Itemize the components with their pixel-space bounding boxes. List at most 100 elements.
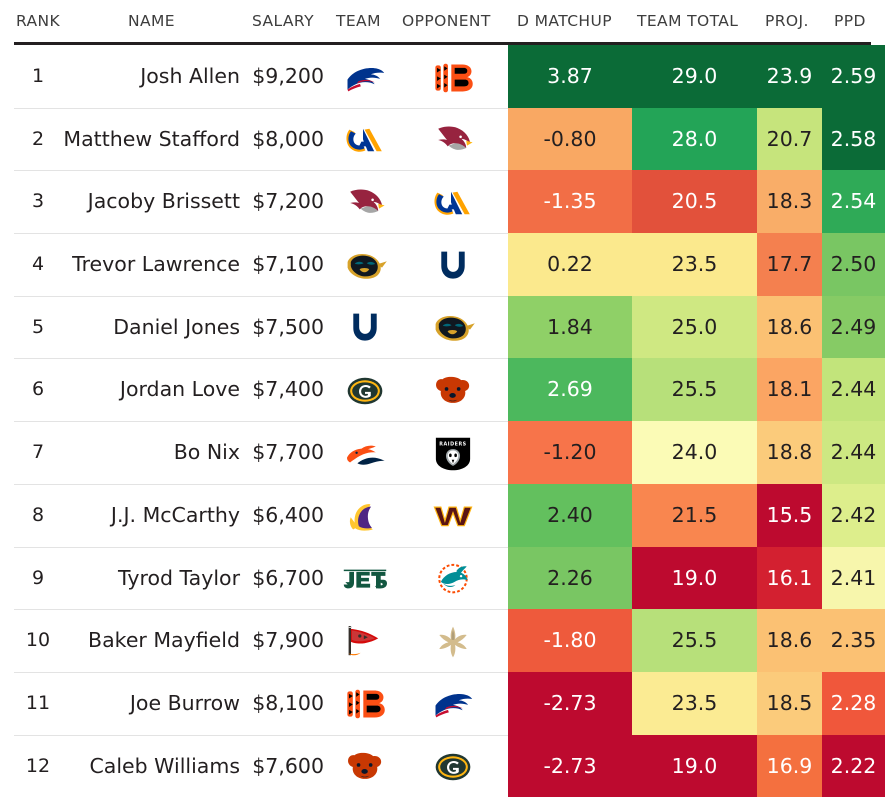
team-total-cell: 19.0 <box>632 734 757 798</box>
raiders-logo-icon: RAIDERS <box>434 436 472 472</box>
team-total-cell: 23.5 <box>632 233 757 296</box>
bengals-logo-icon <box>432 62 474 94</box>
player-name-cell[interactable]: J.J. McCarthy <box>110 502 240 527</box>
team-total-cell: 25.0 <box>632 295 757 359</box>
team-logo-cell <box>332 672 398 735</box>
player-name-cell[interactable]: Tyrod Taylor <box>118 565 240 590</box>
player-name-cell[interactable]: Matthew Stafford <box>63 126 240 151</box>
d-matchup-cell: -0.80 <box>508 107 632 171</box>
opponent-logo-cell <box>420 358 486 421</box>
jets-logo-icon <box>343 568 387 590</box>
table-row[interactable]: 11 Joe Burrow $8,100 -2.73 23.5 18.5 2.28 <box>0 671 885 735</box>
packers-logo-icon <box>434 752 472 782</box>
player-name-cell[interactable]: Caleb Williams <box>89 753 240 778</box>
opponent-logo-cell: RAIDERS <box>420 421 486 484</box>
salary-cell: $9,200 <box>252 64 324 88</box>
table-row[interactable]: 4 Trevor Lawrence $7,100 0.22 23.5 17.7 2.50 <box>0 233 885 296</box>
d-matchup-cell: 0.22 <box>508 233 632 296</box>
opponent-logo-cell <box>420 547 486 610</box>
player-name-cell[interactable]: Jordan Love <box>119 377 240 402</box>
team-total-cell: 23.5 <box>632 671 757 735</box>
column-header-opponent: OPPONENT <box>402 12 491 30</box>
jaguars-logo-icon <box>342 250 388 282</box>
cardinals-logo-icon <box>431 123 475 157</box>
team-logo-cell <box>332 609 398 672</box>
table-row[interactable]: 3 Jacoby Brissett $7,200 -1.35 20.5 18.3 2.54 <box>0 170 885 234</box>
table-row[interactable]: 5 Daniel Jones $7,500 1.84 25.0 18.6 2.49 <box>0 295 885 359</box>
ppd-cell: 2.41 <box>822 546 885 610</box>
salary-cell: $6,400 <box>252 502 324 527</box>
table-row[interactable]: 6 Jordan Love $7,400 2.69 25.5 18.1 2.44 <box>0 358 885 422</box>
proj-cell: 18.3 <box>757 170 822 234</box>
column-header-name: NAME <box>128 12 175 30</box>
player-name-cell[interactable]: Jacoby Brissett <box>87 189 240 214</box>
proj-cell: 17.7 <box>757 233 822 296</box>
opponent-logo-cell <box>420 108 486 171</box>
ppd-cell: 2.28 <box>822 671 885 735</box>
player-name-cell[interactable]: Baker Mayfield <box>88 628 240 653</box>
team-logo-cell <box>332 170 398 233</box>
rank-cell: 3 <box>31 190 45 213</box>
column-header-rank: RANK <box>16 12 61 30</box>
table-row[interactable]: 9 Tyrod Taylor $6,700 2.26 19.0 16.1 2.41 <box>0 546 885 610</box>
packers-logo-icon <box>346 376 384 406</box>
salary-cell: $7,900 <box>252 628 324 653</box>
ppd-cell: 2.22 <box>822 734 885 798</box>
table-row[interactable]: 2 Matthew Stafford $8,000 -0.80 28.0 20.7 2.5… <box>0 107 885 171</box>
colts-logo-icon <box>435 248 471 284</box>
vikings-logo-icon <box>345 499 385 533</box>
team-logo-cell <box>332 484 398 547</box>
dolphins-logo-icon <box>432 563 474 595</box>
bills-logo-icon <box>432 689 474 719</box>
player-name-cell[interactable]: Daniel Jones <box>113 314 240 339</box>
team-logo-cell <box>332 296 398 359</box>
proj-cell: 20.7 <box>757 107 822 171</box>
d-matchup-cell: -1.80 <box>508 609 632 672</box>
player-name-cell[interactable]: Trevor Lawrence <box>72 252 240 277</box>
proj-cell: 18.6 <box>757 295 822 359</box>
salary-cell: $6,700 <box>252 565 324 590</box>
svg-text:RAIDERS: RAIDERS <box>439 441 466 447</box>
column-header-d-matchup: D MATCHUP <box>517 12 612 30</box>
table-row[interactable]: 1 Josh Allen $9,200 3.87 29.0 23.9 2.59 <box>0 45 885 108</box>
d-matchup-cell: 2.26 <box>508 546 632 610</box>
player-name-cell[interactable]: Bo Nix <box>173 440 240 465</box>
rank-cell: 4 <box>31 253 45 276</box>
ppd-cell: 2.49 <box>822 295 885 359</box>
proj-cell: 18.1 <box>757 358 822 422</box>
table-row[interactable]: 8 J.J. McCarthy $6,400 2.40 21.5 15.5 2.42 <box>0 483 885 547</box>
rank-cell: 11 <box>25 691 51 714</box>
salary-cell: $7,200 <box>252 189 324 214</box>
player-name-cell[interactable]: Josh Allen <box>140 64 240 88</box>
d-matchup-cell: -1.20 <box>508 421 632 484</box>
d-matchup-cell: -2.73 <box>508 734 632 798</box>
d-matchup-cell: 3.87 <box>508 45 632 108</box>
team-total-cell: 19.0 <box>632 546 757 610</box>
team-total-cell: 25.5 <box>632 358 757 422</box>
opponent-logo-cell <box>420 672 486 735</box>
rank-cell: 7 <box>31 441 45 464</box>
opponent-logo-cell <box>420 735 486 798</box>
header-divider <box>14 42 871 45</box>
d-matchup-cell: 1.84 <box>508 295 632 359</box>
player-name-cell[interactable]: Joe Burrow <box>129 690 240 715</box>
opponent-logo-cell <box>420 170 486 233</box>
d-matchup-cell: -2.73 <box>508 671 632 735</box>
rams-logo-icon <box>431 188 475 218</box>
table-body: 1 Josh Allen $9,200 3.87 29.0 23.9 2.59 2 Matth… <box>0 45 885 798</box>
ppd-cell: 2.58 <box>822 107 885 171</box>
commanders-logo-icon <box>432 502 474 530</box>
table-row[interactable]: 10 Baker Mayfield $7,900 -1.80 25.5 18.6 2.35 <box>0 609 885 672</box>
table-header-row: RANK NAME SALARY TEAM OPPONENT D MATCHUP… <box>0 0 885 45</box>
table-row[interactable]: 12 Caleb Williams $7,600 -2.73 19.0 16.9 2.22 <box>0 734 885 798</box>
team-logo-cell <box>332 421 398 484</box>
team-logo-cell <box>332 735 398 798</box>
salary-cell: $7,600 <box>252 753 324 778</box>
ppd-cell: 2.42 <box>822 483 885 547</box>
broncos-logo-icon <box>343 440 387 468</box>
jaguars-logo-icon <box>430 312 476 344</box>
table-row[interactable]: 7 Bo Nix $7,700 RAIDERS -1.20 24.0 18.8 2.44 <box>0 421 885 484</box>
saints-logo-icon <box>434 625 472 659</box>
team-total-cell: 20.5 <box>632 170 757 234</box>
